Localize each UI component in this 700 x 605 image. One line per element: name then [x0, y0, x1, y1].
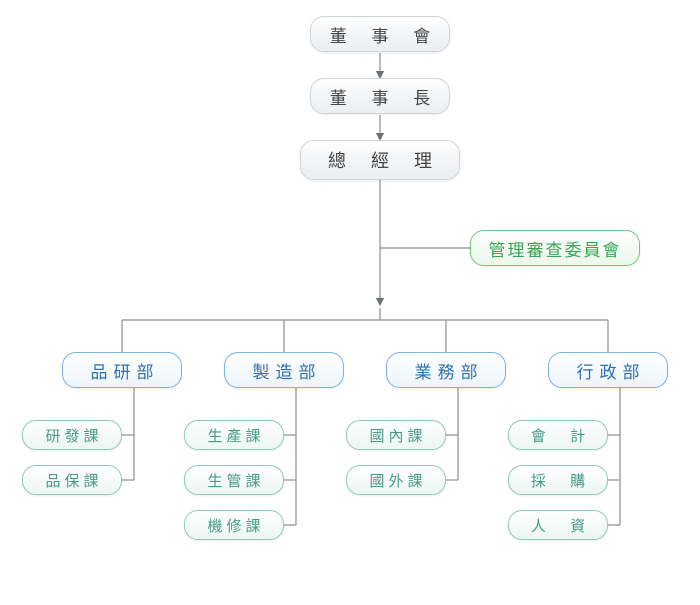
node-d3s1: 國內課	[346, 420, 446, 450]
node-d2s1: 生產課	[184, 420, 284, 450]
node-dept1: 品研部	[62, 352, 182, 388]
node-dept3: 業務部	[386, 352, 506, 388]
node-chairman: 董 事 長	[310, 78, 450, 114]
node-board: 董 事 會	[310, 16, 450, 52]
node-dept4: 行政部	[548, 352, 668, 388]
node-gm: 總 經 理	[300, 140, 460, 180]
node-d1s1: 研發課	[22, 420, 122, 450]
node-d4s1: 會 計	[508, 420, 608, 450]
node-d1s2: 品保課	[22, 465, 122, 495]
node-d4s3: 人 資	[508, 510, 608, 540]
node-d2s2: 生管課	[184, 465, 284, 495]
node-dept2: 製造部	[224, 352, 344, 388]
node-d4s2: 採 購	[508, 465, 608, 495]
node-d3s2: 國外課	[346, 465, 446, 495]
node-committee: 管理審查委員會	[470, 230, 640, 266]
node-d2s3: 機修課	[184, 510, 284, 540]
